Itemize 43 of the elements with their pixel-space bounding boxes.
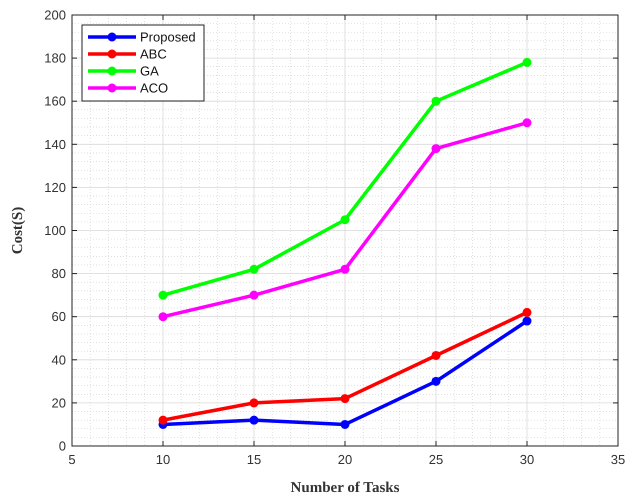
point xyxy=(250,264,258,274)
point xyxy=(340,420,350,429)
point xyxy=(522,308,532,317)
point xyxy=(158,290,168,300)
x-axis-title: Number of Tasks xyxy=(290,480,400,496)
x-tick-label: 20 xyxy=(338,452,352,467)
point xyxy=(522,316,532,326)
point xyxy=(522,58,532,67)
x-tick-label: 5 xyxy=(68,452,76,467)
point xyxy=(432,350,440,360)
y-tick-label: 40 xyxy=(52,352,66,368)
point xyxy=(158,416,168,425)
x-tick-label: 35 xyxy=(610,452,626,467)
y-tick-label: 60 xyxy=(52,309,66,324)
point xyxy=(250,290,258,300)
y-tick-label: 0 xyxy=(58,438,66,454)
x-tick-label: 15 xyxy=(246,452,262,467)
y-tick-label: 100 xyxy=(44,223,66,238)
point xyxy=(432,96,440,106)
y-tick-label: 80 xyxy=(52,266,66,282)
y-tick-label: 180 xyxy=(44,50,66,66)
y-axis-title: Cost(S) xyxy=(10,206,26,254)
point xyxy=(340,215,350,224)
y-tick-label: 200 xyxy=(44,8,66,22)
y-tick-label: 140 xyxy=(44,136,66,152)
point xyxy=(340,264,350,274)
legend-label: ACO xyxy=(140,80,168,96)
point xyxy=(432,144,440,154)
point xyxy=(250,398,258,408)
legend-label: Proposed xyxy=(140,30,196,44)
legend-label: ABC xyxy=(140,46,167,62)
point xyxy=(522,118,532,128)
y-tick-label: 160 xyxy=(44,94,66,109)
point xyxy=(432,376,440,386)
x-tick-label: 25 xyxy=(428,452,444,467)
y-tick-label: 20 xyxy=(52,395,66,410)
x-tick-label: 10 xyxy=(156,452,170,467)
x-tick-label: 30 xyxy=(520,452,534,467)
point xyxy=(250,416,258,425)
legend-label: GA xyxy=(140,64,160,78)
point xyxy=(340,394,350,404)
y-tick-label: 120 xyxy=(44,180,66,195)
point xyxy=(158,312,168,322)
